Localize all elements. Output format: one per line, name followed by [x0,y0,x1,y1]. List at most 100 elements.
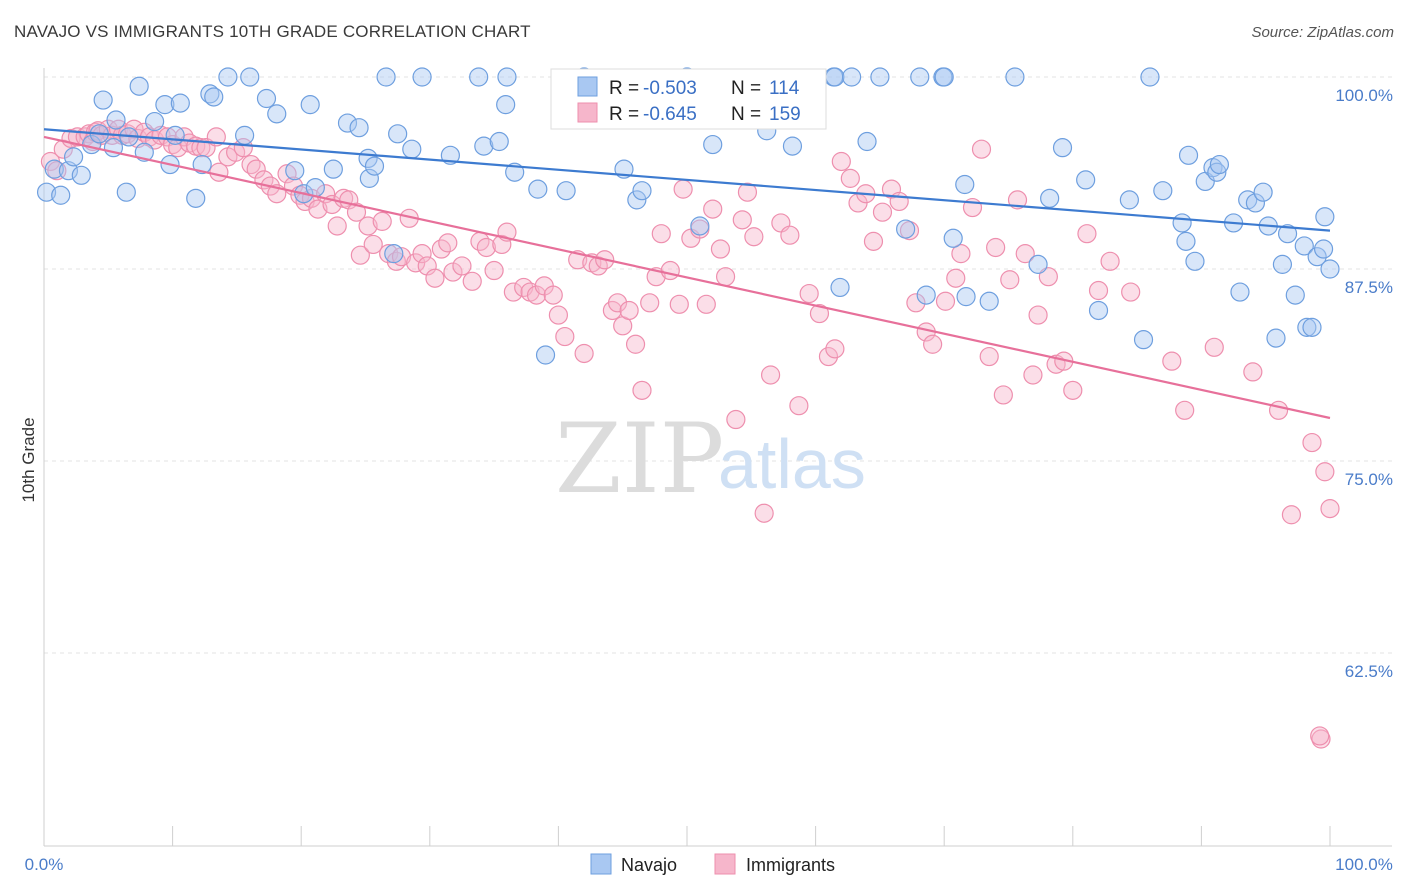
bottom-legend-swatch-navajo [590,853,612,875]
immigrants-point [809,303,830,324]
immigrants-point [1281,505,1302,525]
immigrants-point [372,211,392,231]
legend-n-value-0: 114 [769,78,800,99]
immigrants-point [277,164,297,184]
navajo-point [690,216,710,236]
navajo-point [1297,317,1317,337]
immigrants-point [831,151,851,172]
navajo-point [1052,138,1073,158]
immigrants-point [1023,365,1043,385]
navajo-point [36,182,57,202]
y-tick-label: 75.0% [1345,470,1393,489]
immigrants-point [825,339,845,359]
immigrants-trend-line [43,135,1331,420]
navajo-point [627,190,647,210]
navajo-point [1172,213,1192,233]
immigrants-point [619,300,639,321]
immigrants-point [555,326,575,347]
legend-r-label-0: R = [609,78,639,99]
navajo-point [1294,236,1314,256]
immigrants-point [625,334,646,354]
immigrants-point [1243,362,1263,382]
immigrants-point [923,334,943,354]
y-tick-label: 100.0% [1335,86,1393,105]
navajo-point [1277,224,1298,244]
trend-lines [43,128,1331,420]
navajo-point [956,287,976,307]
navajo-point [364,156,385,176]
navajo-point [384,244,404,264]
immigrants-point [726,409,746,430]
immigrants-point [1175,400,1195,420]
navajo-point [1245,193,1266,213]
navajo-point [1028,254,1048,274]
navajo-point [63,147,84,167]
grid-lines [44,76,1392,654]
immigrants-point [715,267,736,287]
navajo-point [323,159,343,179]
navajo-point [1119,190,1139,210]
navajo-point [1238,190,1258,210]
navajo-point [489,131,509,152]
bottom-legend-swatch-immigrants [714,853,736,875]
y-tick-label: 62.5% [1345,662,1393,681]
immigrants-point [946,268,966,288]
navajo-point [376,67,396,87]
navajo-point [285,161,305,181]
navajo-point [842,67,862,87]
bottom-legend: Navajo Immigrants [590,853,835,875]
navajo-point [632,181,652,201]
immigrants-point [881,179,902,199]
navajo-point [1153,181,1173,201]
navajo-point [186,188,206,208]
immigrants-point [1077,224,1097,244]
immigrants-point [1000,270,1020,290]
legend-r-label-1: R = [609,104,639,125]
immigrants-point [1302,432,1322,453]
navajo-point [857,131,877,152]
immigrants-point [358,216,378,236]
navajo-point [782,136,803,156]
immigrants-point [640,293,660,313]
navajo-point [496,95,516,115]
immigrants-point [951,244,971,264]
immigrants-point [906,293,926,313]
navajo-point [896,219,916,239]
immigrants-point [543,285,563,305]
navajo-point [916,285,936,305]
navajo-point [192,154,212,175]
immigrants-point [1007,190,1028,210]
legend-r-value-0: -0.503 [643,78,697,99]
navajo-point [1207,162,1227,182]
navajo-point [1178,145,1199,165]
immigrants-point [789,396,809,416]
x-tick-marks [43,826,1331,846]
immigrants-point [840,168,860,188]
navajo-point [165,125,185,145]
navajo-point [1285,285,1305,305]
immigrants-point [935,291,956,311]
navajo-point [943,228,963,248]
legend-r-value-1: -0.645 [643,104,697,125]
navajo-point [535,345,556,365]
immigrants-point [346,202,367,222]
immigrants-point [673,179,693,199]
immigrants-point [632,380,652,400]
navajo-point [1040,188,1060,208]
immigrants-point [417,256,437,276]
immigrants-point [246,159,266,179]
navajo-point [1302,317,1322,337]
navajo-point [1176,231,1196,251]
y-axis-title: 10th Grade [19,417,38,502]
navajo-point [825,67,845,87]
navajo-point [267,104,287,124]
immigrants-point [484,260,504,281]
immigrants-point [391,247,412,267]
immigrants-point [660,260,680,281]
immigrants-point [1204,337,1224,357]
immigrants-point [818,346,839,367]
source-label: Source: ZipAtlas.com [1251,24,1394,41]
immigrants-point [607,293,628,313]
immigrants-point [1100,251,1120,271]
navajo-point [870,67,890,87]
